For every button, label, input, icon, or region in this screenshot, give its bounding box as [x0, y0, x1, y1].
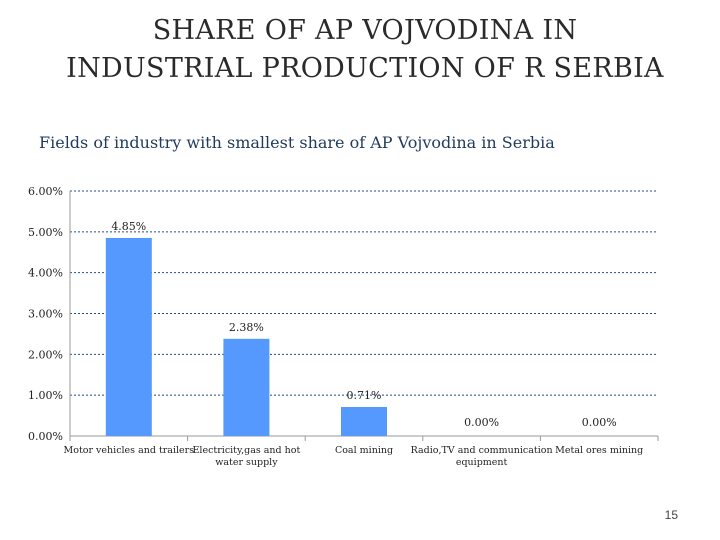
- y-tick-label: 2.00%: [28, 348, 63, 361]
- data-label: 4.85%: [111, 220, 146, 233]
- y-tick-label: 6.00%: [28, 185, 63, 198]
- y-tick-label: 0.00%: [28, 430, 63, 443]
- y-tick-label: 5.00%: [28, 226, 63, 239]
- slide-title: SHARE OF AP VOJVODINA IN INDUSTRIAL PROD…: [66, 15, 664, 84]
- bar: [223, 338, 270, 436]
- x-tick-label: Metal ores mining: [555, 445, 643, 456]
- x-tick-label: Electricity,gas and hot water supply: [193, 445, 301, 468]
- x-tick-label: Coal mining: [335, 445, 393, 456]
- data-label: 2.38%: [229, 321, 264, 334]
- page-number: 15: [664, 508, 678, 522]
- data-label: 0.71%: [347, 389, 382, 402]
- bar: [105, 237, 152, 436]
- data-label: 0.00%: [464, 416, 499, 429]
- y-tick-label: 4.00%: [28, 267, 63, 280]
- x-tick-label: Radio,TV and communication equipment: [411, 445, 553, 468]
- data-label: 0.00%: [582, 416, 617, 429]
- chart-subtitle: Fields of industry with smallest share o…: [39, 133, 555, 152]
- x-tick-label: Motor vehicles and trailers: [64, 445, 195, 456]
- bar: [341, 407, 387, 436]
- y-tick-label: 3.00%: [28, 308, 63, 321]
- y-tick-label: 1.00%: [28, 389, 63, 402]
